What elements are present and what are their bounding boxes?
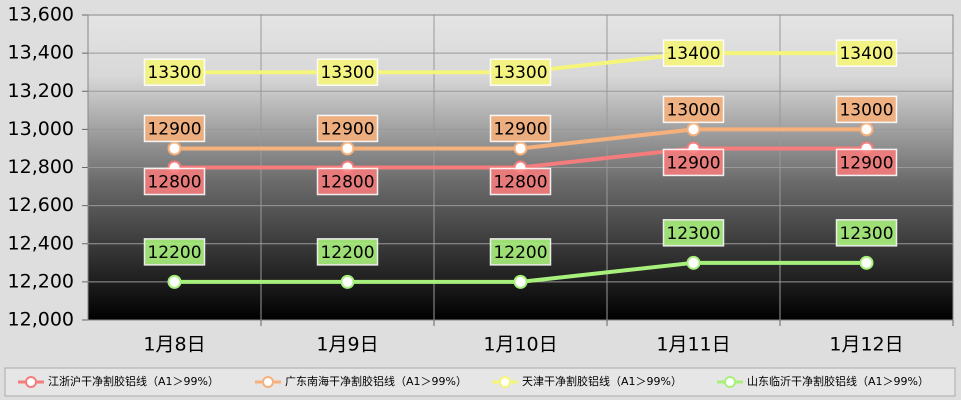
data-label: 13000: [839, 100, 893, 120]
data-label-box: [143, 114, 206, 143]
y-tick-label: 13,200: [8, 80, 74, 102]
data-label-box: [143, 238, 206, 266]
y-tick-label: 13,600: [8, 4, 74, 26]
data-label-box: [143, 58, 206, 86]
x-tick-label: 1月10日: [483, 334, 557, 356]
point: [859, 255, 874, 270]
data-label: 12300: [839, 224, 893, 244]
legend-label[interactable]: 广东南海干净割胶铝线（A1＞99%）: [285, 374, 467, 388]
data-label: 13300: [147, 63, 201, 83]
legend-marker: [25, 376, 37, 388]
point: [859, 122, 874, 137]
x-tick-label: 1月8日: [143, 334, 205, 356]
data-label-box: [316, 167, 379, 196]
data-label-box: [662, 95, 725, 124]
legend-label[interactable]: 山东临沂干净割胶铝线（A1＞99%）: [747, 374, 929, 388]
data-label: 12300: [666, 224, 720, 244]
data-label-box: [662, 39, 725, 67]
y-tick-label: 12,600: [8, 194, 74, 216]
point: [513, 141, 528, 156]
data-label: 12200: [320, 243, 374, 263]
data-label: 12800: [147, 173, 201, 193]
data-label: 12900: [493, 119, 547, 139]
y-tick-label: 12,400: [8, 232, 74, 254]
data-label: 13300: [493, 63, 547, 83]
y-tick-label: 13,000: [8, 118, 74, 140]
y-tick-label: 12,000: [8, 309, 74, 331]
data-label-box: [316, 58, 379, 86]
legend-marker: [499, 376, 511, 388]
data-label-box: [835, 95, 898, 124]
data-label: 12900: [666, 153, 720, 173]
data-label-box: [835, 39, 898, 67]
data-label-box: [662, 219, 725, 247]
point: [167, 141, 182, 156]
legend-label[interactable]: 江浙沪干净割胶铝线（A1＞99%）: [48, 374, 219, 388]
point: [513, 274, 528, 289]
data-label-box: [662, 148, 725, 177]
data-label-box: [143, 167, 206, 196]
data-label: 12900: [147, 119, 201, 139]
data-label-box: [835, 148, 898, 177]
data-label: 12800: [320, 173, 374, 193]
data-label-box: [489, 58, 552, 86]
point: [686, 255, 701, 270]
data-label: 12900: [320, 119, 374, 139]
legend-marker: [262, 376, 274, 388]
legend-marker: [724, 376, 736, 388]
data-label: 12800: [493, 173, 547, 193]
data-label-box: [316, 238, 379, 266]
point: [686, 122, 701, 137]
y-tick-label: 13,400: [8, 42, 74, 64]
data-label: 12200: [493, 243, 547, 263]
y-tick-label: 12,800: [8, 156, 74, 178]
legend-label[interactable]: 天津干净割胶铝线（A1＞99%）: [522, 374, 682, 388]
data-label-box: [316, 114, 379, 143]
data-label: 12900: [839, 153, 893, 173]
data-label-box: [489, 114, 552, 143]
data-label: 13400: [839, 44, 893, 64]
x-tick-label: 1月11日: [656, 334, 730, 356]
point: [167, 274, 182, 289]
data-label: 12200: [147, 243, 201, 263]
data-label: 13300: [320, 63, 374, 83]
data-label-box: [489, 238, 552, 266]
data-label: 13000: [666, 100, 720, 120]
y-tick-label: 12,200: [8, 270, 74, 292]
data-label-box: [835, 219, 898, 247]
point: [340, 141, 355, 156]
x-tick-label: 1月9日: [316, 334, 378, 356]
legend-box: [4, 367, 956, 397]
point: [340, 274, 355, 289]
data-label-box: [489, 167, 552, 196]
data-label: 13400: [666, 44, 720, 64]
x-tick-label: 1月12日: [829, 334, 903, 356]
plot-frame: [87, 14, 954, 321]
